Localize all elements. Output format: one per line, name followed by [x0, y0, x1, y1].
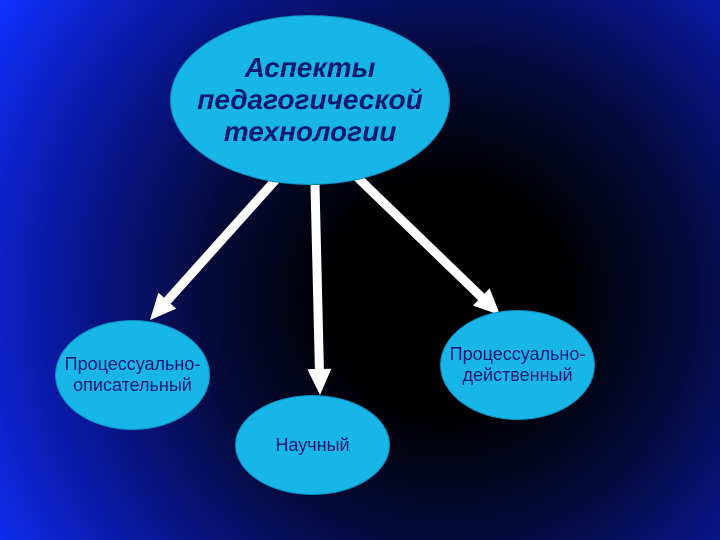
right-node-label: Процессуально-действенный: [450, 344, 586, 385]
root-node-label: Аспекты педагогической технологии: [181, 52, 439, 149]
root-node: Аспекты педагогической технологии: [170, 15, 450, 185]
right-node: Процессуально-действенный: [440, 310, 595, 420]
left-node: Процессуально-описательный: [55, 320, 210, 430]
slide-canvas: Аспекты педагогической технологии Процес…: [0, 0, 720, 540]
center-node: Научный: [235, 395, 390, 495]
center-node-label: Научный: [275, 435, 349, 456]
left-node-label: Процессуально-описательный: [65, 354, 201, 395]
